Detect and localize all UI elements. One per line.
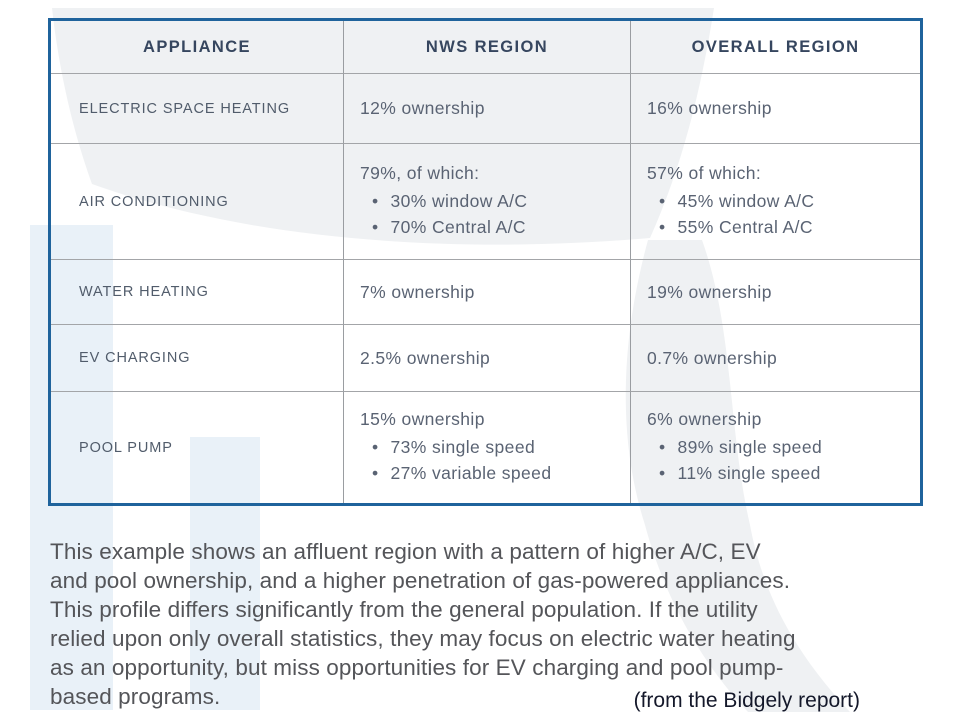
- cell-lead: 12% ownership: [360, 98, 485, 118]
- summary-line: based programs.: [50, 684, 221, 709]
- cell-lead: 7% ownership: [360, 281, 475, 302]
- source-caption: (from the Bidgely report): [633, 689, 860, 712]
- row-label-air-conditioning: AIR CONDITIONING: [51, 143, 343, 259]
- bullet-item: 73% single speed: [372, 434, 630, 460]
- summary-paragraph: This example shows an affluent region wi…: [50, 537, 796, 711]
- appliance-ownership-table: APPLIANCE NWS REGION OVERALL REGION ELEC…: [48, 18, 923, 506]
- cell-electric-space-heating-overall: 16% ownership: [630, 73, 920, 143]
- cell-water-heating-overall: 19% ownership: [630, 259, 920, 324]
- bullet-item: 70% Central A/C: [372, 214, 630, 240]
- column-header-overall-region: OVERALL REGION: [630, 21, 920, 73]
- bullet-item: 55% Central A/C: [659, 214, 920, 240]
- cell-bullet-list: 73% single speed 27% variable speed: [372, 434, 630, 487]
- cell-pool-pump-nws: 15% ownership 73% single speed 27% varia…: [343, 391, 630, 503]
- cell-lead: 2.5% ownership: [360, 347, 491, 368]
- row-label-electric-space-heating: ELECTRIC SPACE HEATING: [51, 73, 343, 143]
- watermark-swoosh-top: [52, 8, 714, 245]
- cell-air-conditioning-overall: 57% of which: 45% window A/C 55% Central…: [630, 143, 920, 259]
- bullet-item: 30% window A/C: [372, 188, 630, 214]
- cell-lead: 15% ownership: [360, 408, 485, 429]
- bullet-item: 11% single speed: [659, 460, 920, 486]
- bullet-item: 89% single speed: [659, 434, 920, 460]
- summary-line: as an opportunity, but miss opportunitie…: [50, 655, 784, 680]
- bullet-item: 45% window A/C: [659, 188, 920, 214]
- watermark-blue-band-left: [30, 225, 113, 710]
- cell-lead: 57% of which:: [647, 162, 762, 183]
- column-header-nws-region: NWS REGION: [343, 21, 630, 73]
- cell-pool-pump-overall: 6% ownership 89% single speed 11% single…: [630, 391, 920, 503]
- column-header-appliance: APPLIANCE: [143, 37, 251, 56]
- cell-lead: 16% ownership: [647, 98, 772, 118]
- summary-line: and pool ownership, and a higher penetra…: [50, 568, 791, 593]
- cell-lead: 6% ownership: [647, 408, 762, 429]
- summary-line: This profile differs significantly from …: [50, 597, 758, 622]
- row-label-pool-pump: POOL PUMP: [51, 391, 343, 503]
- cell-ev-charging-overall: 0.7% ownership: [630, 324, 920, 391]
- cell-bullet-list: 89% single speed 11% single speed: [659, 434, 920, 487]
- cell-air-conditioning-nws: 79%, of which: 30% window A/C 70% Centra…: [343, 143, 630, 259]
- row-label-water-heating: WATER HEATING: [51, 259, 343, 324]
- cell-bullet-list: 30% window A/C 70% Central A/C: [372, 188, 630, 241]
- cell-water-heating-nws: 7% ownership: [343, 259, 630, 324]
- cell-electric-space-heating-nws: 12% ownership: [343, 73, 630, 143]
- cell-ev-charging-nws: 2.5% ownership: [343, 324, 630, 391]
- cell-bullet-list: 45% window A/C 55% Central A/C: [659, 188, 920, 241]
- cell-lead: 79%, of which:: [360, 162, 480, 183]
- cell-lead: 19% ownership: [647, 281, 772, 302]
- row-label-ev-charging: EV CHARGING: [51, 324, 343, 391]
- summary-line: This example shows an affluent region wi…: [50, 539, 761, 564]
- bullet-item: 27% variable speed: [372, 460, 630, 486]
- cell-lead: 0.7% ownership: [647, 347, 778, 368]
- summary-line: relied upon only overall statistics, the…: [50, 626, 796, 651]
- watermark-blue-band-mid: [190, 437, 260, 710]
